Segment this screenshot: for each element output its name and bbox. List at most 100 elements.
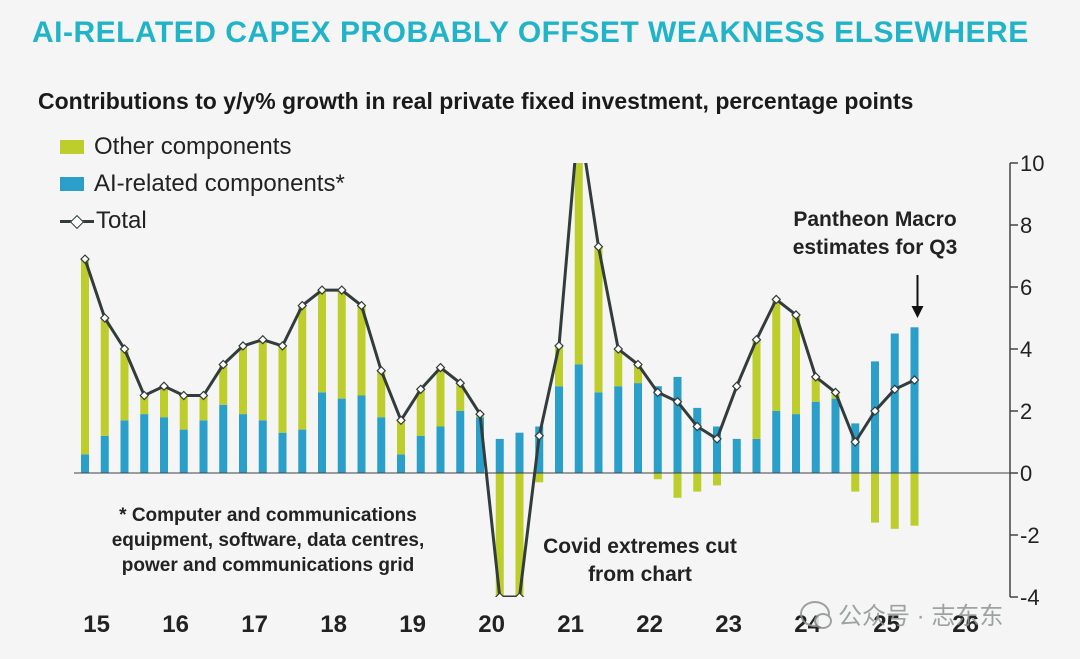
bar-ai-26 — [594, 392, 603, 473]
footnote: * Computer and communications equipment,… — [111, 505, 425, 576]
bar-ai-16 — [397, 454, 405, 473]
y-tick-label-4: 4 — [1020, 337, 1032, 362]
total-marker-42 — [909, 375, 920, 385]
bar-other-4 — [160, 386, 168, 418]
total-marker-7 — [218, 359, 229, 370]
bar-other-28 — [634, 364, 642, 384]
headline: AI-RELATED CAPEX PROBABLY OFFSET WEAKNES… — [32, 16, 1029, 49]
total-marker-15 — [376, 365, 387, 376]
total-line-group — [80, 113, 920, 597]
bar-ai-27 — [614, 386, 623, 473]
total-marker-29 — [652, 387, 663, 398]
bar-other-26 — [594, 246, 603, 393]
total-marker-12 — [317, 285, 327, 295]
legend-swatch-other — [60, 139, 84, 154]
bar-ai-22 — [515, 432, 524, 473]
legend: Other components AI-related components* … — [60, 128, 345, 239]
legend-label-total: Total — [96, 206, 147, 234]
x-tick-label-10: 25 — [873, 611, 900, 638]
total-marker-1 — [99, 313, 110, 323]
total-marker-5 — [178, 390, 189, 401]
bar-other-6 — [199, 395, 208, 421]
bar-other-31 — [693, 473, 702, 492]
bar-other-30 — [673, 473, 682, 498]
bar-other-23 — [535, 473, 544, 483]
x-tick-label-3: 18 — [320, 611, 347, 638]
total-marker-35 — [771, 294, 782, 305]
bar-ai-35 — [772, 411, 781, 473]
legend-swatch-ai — [60, 176, 84, 191]
bar-other-32 — [713, 473, 721, 486]
bar-ai-2 — [120, 420, 129, 473]
x-tick-label-7: 22 — [636, 611, 663, 638]
bar-other-39 — [851, 473, 860, 492]
total-marker-8 — [238, 341, 248, 351]
bar-other-12 — [318, 290, 326, 393]
bar-ai-12 — [318, 392, 326, 473]
bar-ai-17 — [416, 435, 425, 473]
bar-other-15 — [377, 370, 386, 418]
bar-other-0 — [81, 259, 89, 455]
bar-other-42 — [910, 473, 919, 526]
total-marker-25 — [575, 113, 583, 121]
bar-other-25 — [574, 163, 583, 365]
x-tick-label-0: 15 — [83, 611, 110, 638]
y-tick-label-5: 6 — [1020, 275, 1032, 300]
bar-ai-8 — [239, 414, 247, 473]
bar-other-9 — [258, 339, 267, 421]
x-tick-label-4: 19 — [399, 611, 426, 638]
bar-ai-24 — [555, 386, 563, 473]
total-marker-28 — [633, 359, 643, 370]
bars-group — [81, 163, 919, 597]
legend-line-total-icon — [60, 214, 94, 228]
y-tick-label-6: 8 — [1020, 213, 1032, 238]
bar-ai-9 — [258, 420, 267, 473]
total-marker-0 — [80, 254, 90, 264]
total-marker-20 — [475, 409, 485, 419]
pantheon-annotation: Pantheon Macro estimates for Q3 — [792, 208, 958, 259]
bar-ai-3 — [140, 414, 149, 473]
legend-item-total: Total — [60, 202, 345, 239]
bar-ai-33 — [732, 438, 741, 473]
bar-ai-37 — [811, 401, 820, 473]
y-tick-label-3: 2 — [1020, 399, 1032, 424]
bar-other-14 — [357, 305, 366, 396]
total-marker-13 — [336, 285, 347, 295]
annotation-arrow-head-icon — [911, 306, 924, 318]
y-tick-label-1: -2 — [1020, 523, 1040, 548]
bar-ai-10 — [278, 432, 287, 473]
bar-other-5 — [179, 395, 188, 430]
total-marker-22 — [514, 592, 525, 597]
bar-other-7 — [219, 364, 228, 405]
total-marker-2 — [119, 344, 130, 354]
total-marker-10 — [277, 341, 288, 351]
watermark-text: 公众号 · 志东东 — [838, 603, 1004, 630]
bar-other-27 — [614, 349, 623, 387]
total-marker-41 — [889, 384, 900, 395]
bar-other-1 — [100, 318, 109, 436]
bar-other-34 — [752, 339, 761, 439]
bar-other-35 — [772, 299, 781, 411]
bar-other-37 — [811, 376, 820, 402]
bar-ai-0 — [81, 454, 89, 473]
bar-ai-1 — [100, 435, 109, 473]
bar-ai-30 — [673, 376, 682, 473]
bar-ai-29 — [653, 386, 662, 473]
bar-ai-36 — [792, 414, 800, 473]
bar-ai-19 — [456, 411, 465, 473]
bar-other-18 — [436, 367, 445, 427]
legend-item-ai: AI-related components* — [60, 165, 345, 202]
bar-other-40 — [871, 473, 879, 523]
legend-item-other: Other components — [60, 128, 345, 165]
bar-ai-21 — [495, 438, 504, 473]
total-marker-26 — [593, 241, 604, 252]
bar-ai-40 — [871, 361, 879, 473]
total-marker-11 — [297, 300, 308, 311]
wechat-icon — [800, 600, 832, 629]
x-tick-label-5: 20 — [478, 611, 505, 638]
watermark: 公众号 · 志东东 — [800, 596, 1003, 631]
bar-other-24 — [555, 345, 563, 387]
bar-ai-11 — [298, 429, 307, 473]
bar-ai-20 — [476, 417, 484, 473]
y-tick-label-0: -4 — [1020, 585, 1040, 610]
